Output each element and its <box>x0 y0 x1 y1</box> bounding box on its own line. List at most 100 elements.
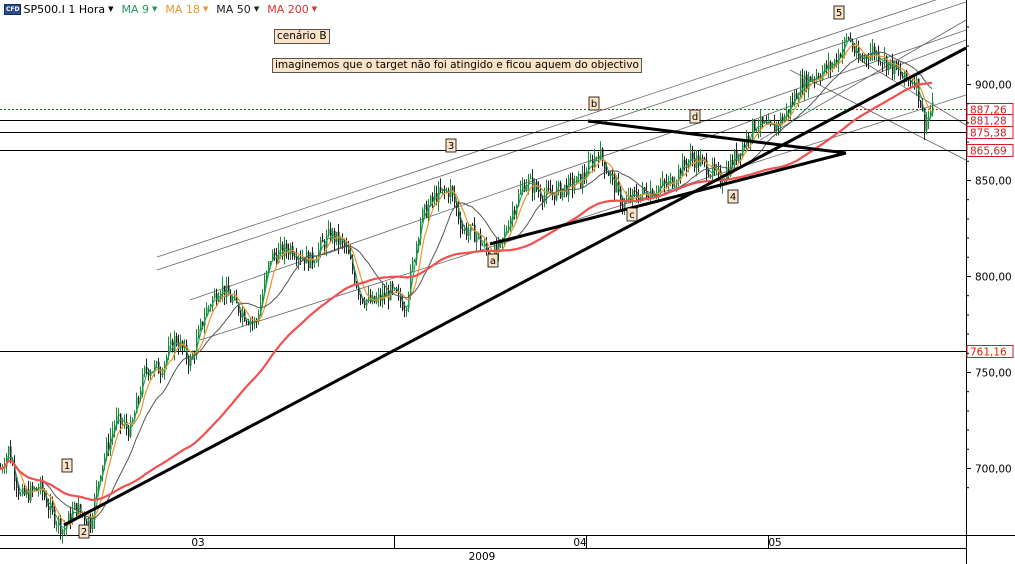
candle-body <box>284 243 286 257</box>
candle-body <box>40 479 42 491</box>
wave-label-text: a <box>490 256 496 267</box>
candle-body <box>836 59 838 65</box>
candle-body <box>928 116 930 120</box>
candle-body <box>312 252 314 264</box>
candle-body <box>900 70 902 76</box>
candle-body <box>70 513 72 523</box>
candle-body <box>754 119 756 131</box>
candle-body <box>528 178 530 186</box>
candle-body <box>684 159 686 166</box>
candle-body <box>68 513 70 525</box>
candle-body <box>468 231 470 236</box>
chevron-down-icon[interactable]: ▼ <box>108 5 114 13</box>
candle-body <box>264 279 266 294</box>
wave-label-box <box>833 5 845 20</box>
candle-body <box>562 188 564 198</box>
candle-body <box>510 217 512 229</box>
candle-body <box>634 190 636 192</box>
wave-label: b <box>588 96 600 111</box>
candle-body <box>808 76 810 90</box>
candle-body <box>876 51 878 56</box>
candle-body <box>270 261 272 263</box>
candle-body <box>932 101 934 113</box>
chevron-down-icon[interactable]: ▼ <box>253 5 260 13</box>
symbol-label[interactable]: SP500.I 1 Hora ▼ <box>23 2 114 16</box>
candle-body <box>732 159 734 166</box>
candle-body <box>580 173 582 188</box>
candle-body <box>212 298 214 307</box>
candle-body <box>860 58 862 60</box>
wave-label: 5 <box>833 5 845 20</box>
candle-body <box>892 59 894 74</box>
candle-body <box>602 148 604 161</box>
candle-body <box>112 430 114 437</box>
ma9-indicator[interactable]: MA 9 ▼ <box>121 2 158 16</box>
candle-body <box>520 189 522 194</box>
candle-body <box>328 228 330 236</box>
candle-body <box>6 455 8 467</box>
candle-body <box>146 367 148 371</box>
comment-note[interactable]: imaginemos que o target não foi atingido… <box>272 58 642 73</box>
candle-body <box>518 193 520 206</box>
candle-body <box>20 494 22 496</box>
candle-body <box>578 173 580 177</box>
wave-label-box <box>588 96 600 111</box>
candle-body <box>866 56 868 59</box>
x-tick-label: 05 <box>768 537 781 549</box>
candle-body <box>834 59 836 66</box>
time-axis: 03 04 05 2009 <box>191 535 782 563</box>
candle-body <box>874 46 876 56</box>
candle-body <box>410 269 412 295</box>
candle-body <box>364 302 366 306</box>
candle-body <box>120 413 122 425</box>
candle-body <box>894 62 896 74</box>
chevron-down-icon[interactable]: ▼ <box>152 5 158 13</box>
ma18-indicator[interactable]: MA 18 ▼ <box>165 2 209 16</box>
candle-body <box>762 117 764 124</box>
wave-label-box <box>445 138 457 153</box>
ma50-indicator[interactable]: MA 50 ▼ <box>216 2 260 16</box>
chevron-down-icon[interactable]: ▼ <box>202 5 209 13</box>
candle-body <box>142 373 144 394</box>
wave-label-text: c <box>629 210 635 221</box>
candle-body <box>906 71 908 80</box>
candle-body <box>294 256 296 258</box>
candle-body <box>780 116 782 127</box>
candle-body <box>248 322 250 325</box>
channel-line <box>156 0 937 258</box>
candle-body <box>664 180 666 184</box>
candle-body <box>64 528 66 530</box>
candle-body <box>666 183 668 186</box>
candle-body <box>304 257 306 264</box>
candle-body <box>476 236 478 243</box>
candle-body <box>670 177 672 181</box>
candle-body <box>238 303 240 313</box>
candle-body <box>98 481 100 487</box>
candle-body <box>46 497 48 507</box>
candle-body <box>104 456 106 466</box>
candle-body <box>908 79 910 81</box>
scenario-note[interactable]: cenário B <box>274 29 330 44</box>
candle-body <box>122 424 124 426</box>
ma200-indicator[interactable]: MA 200 ▼ <box>267 2 318 16</box>
trendline <box>63 46 967 527</box>
x-tick-label: 03 <box>191 537 204 549</box>
candle-body <box>314 262 316 264</box>
candle-body <box>884 56 886 64</box>
chevron-down-icon[interactable]: ▼ <box>311 5 318 13</box>
candle-body <box>250 321 252 325</box>
candle-body <box>828 62 830 70</box>
y-tick-label: 900,00 <box>975 80 1012 92</box>
candle-body <box>584 172 586 177</box>
candle-body <box>218 298 220 302</box>
candle-body <box>832 65 834 69</box>
chart-legend: CFD SP500.I 1 Hora ▼ MA 9 ▼ MA 18 ▼ MA 50 ▼ … <box>0 0 325 18</box>
candle-body <box>216 293 218 302</box>
candle-body <box>8 446 10 456</box>
candle-body <box>350 254 352 259</box>
moving-average-lines <box>0 38 933 530</box>
candle-body <box>296 257 298 261</box>
candle-body <box>712 163 714 176</box>
